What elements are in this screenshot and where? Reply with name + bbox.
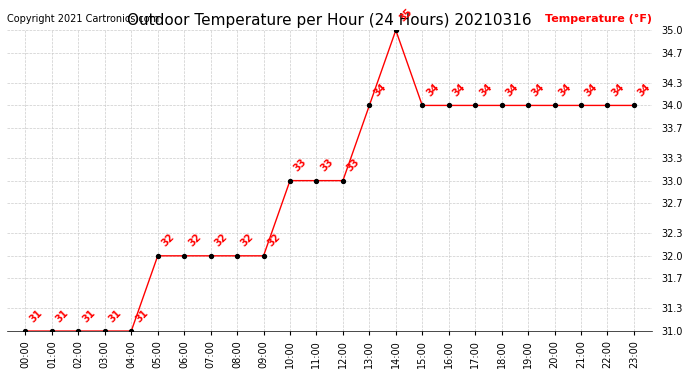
Text: 34: 34 <box>371 82 388 98</box>
Point <box>126 328 137 334</box>
Text: 34: 34 <box>583 82 600 98</box>
Point <box>73 328 84 334</box>
Point <box>629 102 640 108</box>
Text: 34: 34 <box>557 82 573 98</box>
Text: 31: 31 <box>107 308 124 324</box>
Text: 32: 32 <box>213 232 229 249</box>
Text: 34: 34 <box>477 82 494 98</box>
Text: 32: 32 <box>266 232 282 249</box>
Text: 32: 32 <box>160 232 177 249</box>
Text: 32: 32 <box>239 232 256 249</box>
Point <box>575 102 586 108</box>
Point <box>99 328 110 334</box>
Point <box>311 178 322 184</box>
Text: 35: 35 <box>398 7 415 23</box>
Point <box>337 178 348 184</box>
Point <box>152 253 164 259</box>
Point <box>232 253 243 259</box>
Point <box>443 102 454 108</box>
Point <box>20 328 31 334</box>
Point <box>179 253 190 259</box>
Point <box>522 102 533 108</box>
Text: 34: 34 <box>636 82 653 98</box>
Point <box>284 178 295 184</box>
Text: 31: 31 <box>81 308 97 324</box>
Text: 31: 31 <box>54 308 70 324</box>
Text: 31: 31 <box>133 308 150 324</box>
Text: 31: 31 <box>28 308 44 324</box>
Text: 33: 33 <box>345 157 362 174</box>
Point <box>496 102 507 108</box>
Text: 32: 32 <box>186 232 203 249</box>
Point <box>205 253 216 259</box>
Point <box>364 102 375 108</box>
Title: Outdoor Temperature per Hour (24 Hours) 20210316: Outdoor Temperature per Hour (24 Hours) … <box>128 13 532 28</box>
Text: 34: 34 <box>530 82 546 98</box>
Text: 34: 34 <box>609 82 626 98</box>
Point <box>258 253 269 259</box>
Point <box>602 102 613 108</box>
Point <box>46 328 57 334</box>
Text: Copyright 2021 Cartronics.com: Copyright 2021 Cartronics.com <box>7 14 159 24</box>
Text: 34: 34 <box>451 82 467 98</box>
Text: 34: 34 <box>424 82 441 98</box>
Point <box>391 27 402 33</box>
Text: 33: 33 <box>319 157 335 174</box>
Point <box>470 102 481 108</box>
Text: 33: 33 <box>292 157 308 174</box>
Text: 34: 34 <box>504 82 520 98</box>
Point <box>549 102 560 108</box>
Text: Temperature (°F): Temperature (°F) <box>545 14 653 24</box>
Point <box>417 102 428 108</box>
